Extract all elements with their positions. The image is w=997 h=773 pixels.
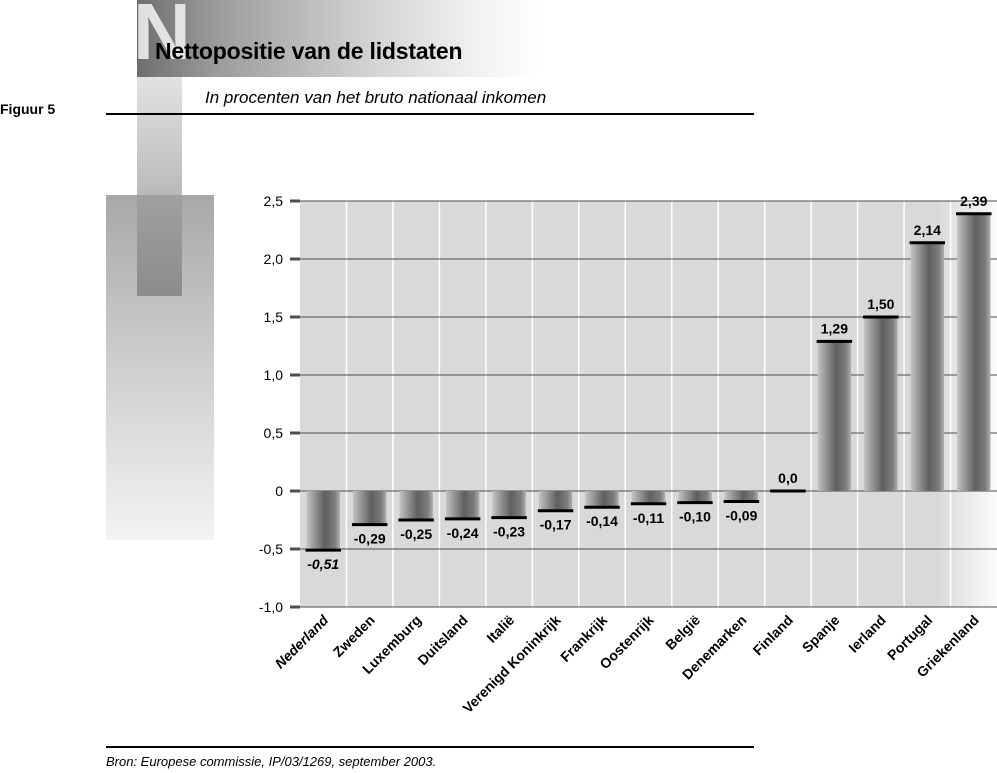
category-label: Ierland xyxy=(845,612,889,656)
category-label: Zweden xyxy=(330,612,378,660)
bar xyxy=(399,491,433,520)
bar-value-label: -0,51 xyxy=(307,556,339,572)
bar xyxy=(306,491,340,551)
decorative-letter: N xyxy=(133,0,191,76)
bar-value-label: -0,11 xyxy=(633,510,664,526)
y-tick-label: 1,0 xyxy=(264,367,284,383)
bar-value-label: 2,39 xyxy=(960,193,987,209)
bar xyxy=(585,491,619,508)
chart-title: Nettopositie van de lidstaten xyxy=(155,38,463,64)
y-tick-label: 2,0 xyxy=(264,251,284,267)
bar xyxy=(445,491,480,519)
y-tick-label: 0,5 xyxy=(264,425,284,441)
bar-value-label: 2,14 xyxy=(914,222,941,238)
figure-label: Figuur 5 xyxy=(0,101,56,117)
y-tick-label: -1,0 xyxy=(259,599,283,615)
bar xyxy=(910,242,945,491)
y-tick-label: 1,5 xyxy=(264,309,284,325)
bar xyxy=(492,491,526,518)
source-note: Bron: Europese commissie, IP/03/1269, se… xyxy=(106,754,437,769)
bar-value-label: -0,25 xyxy=(400,526,432,542)
decorative-header-band xyxy=(137,0,540,77)
footer-divider xyxy=(106,746,754,748)
bar-value-label: 0,0 xyxy=(778,470,798,486)
bar xyxy=(678,491,712,503)
y-tick-label: 0 xyxy=(275,483,283,499)
bar-value-label: -0,09 xyxy=(725,507,757,523)
bar xyxy=(631,491,666,504)
chart-subtitle: In procenten van het bruto nationaal ink… xyxy=(205,88,547,107)
y-tick-label: -0,5 xyxy=(259,541,283,557)
decorative-vertical-bar-lower xyxy=(137,195,182,296)
y-tick-label: 2,5 xyxy=(264,193,284,209)
bar-value-label: -0,29 xyxy=(354,531,386,547)
bar-value-label: -0,17 xyxy=(540,517,572,533)
bar xyxy=(817,341,852,491)
bar-value-label: -0,24 xyxy=(447,525,479,541)
bar-value-label: -0,23 xyxy=(493,524,525,540)
bar-value-label: 1,29 xyxy=(821,320,848,336)
bar-value-label: -0,10 xyxy=(679,509,711,525)
category-label: Spanje xyxy=(799,612,843,656)
category-label: Nederland xyxy=(272,611,332,671)
category-label: Italië xyxy=(483,612,517,646)
bar xyxy=(352,491,387,525)
bar-value-label: -0,14 xyxy=(586,513,618,529)
bar xyxy=(538,491,573,511)
category-label: Finland xyxy=(750,612,797,659)
category-label: België xyxy=(662,612,703,653)
bar xyxy=(957,213,991,491)
bar xyxy=(864,317,898,491)
bar-value-label: 1,50 xyxy=(867,296,894,312)
category-label: Duitsland xyxy=(414,612,470,668)
header-divider xyxy=(106,113,754,115)
bar xyxy=(724,491,759,502)
